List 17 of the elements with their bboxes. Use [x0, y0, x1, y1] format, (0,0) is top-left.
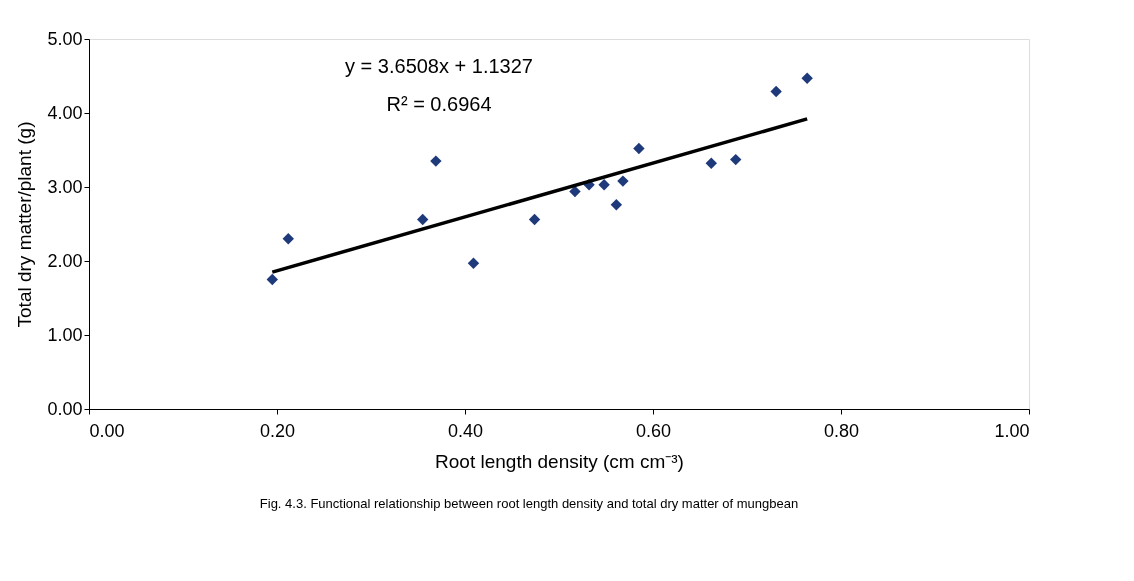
x-tick-label: 0.80: [823, 420, 860, 441]
caption: Fig. 4.3. Functional relationship between root length density and total dry matter of mungbean: [259, 496, 799, 511]
y-axis-title: Total dry matter/plant (g): [14, 121, 36, 328]
x-tick-label: 0.20: [259, 420, 296, 441]
x-tick-label: 0.00: [89, 420, 125, 441]
y-tick-label: 4.00: [47, 102, 83, 123]
y-tick-label: 3.00: [47, 176, 83, 197]
x-tick-label: 0.60: [635, 420, 672, 441]
x-tick-label: 1.00: [994, 420, 1030, 441]
x-axis-title: Root length density (cm cm⁻³): [435, 450, 684, 472]
x-tick-label: 0.40: [447, 420, 484, 441]
y-tick-label: 0.00: [47, 398, 83, 419]
y-tick-label: 5.00: [47, 28, 83, 49]
annotation: y = 3.6508x + 1.1327: [345, 55, 533, 77]
annotation: R² = 0.6964: [386, 93, 492, 115]
y-tick-label: 2.00: [47, 250, 83, 271]
y-tick-label: 1.00: [47, 324, 83, 345]
